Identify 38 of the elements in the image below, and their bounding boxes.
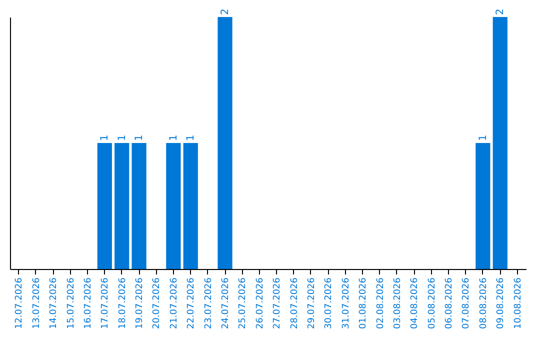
x-tick-label: 06.08.2026 <box>444 277 455 330</box>
data-label: 1 <box>168 134 180 141</box>
x-tick-label: 03.08.2026 <box>392 277 403 330</box>
x-tick-label: 17.07.2026 <box>100 277 111 330</box>
x-tick-label: 20.07.2026 <box>152 277 162 330</box>
data-label: 1 <box>186 134 197 141</box>
data-label: 2 <box>220 8 232 15</box>
x-tick-label: 12.07.2026 <box>14 277 25 330</box>
data-label: 2 <box>495 8 506 15</box>
data-label: 1 <box>116 134 128 141</box>
data-label: 1 <box>478 134 489 141</box>
x-tick-label: 26.07.2026 <box>255 277 266 330</box>
x-tick-label: 02.08.2026 <box>376 277 386 330</box>
x-tick-label: 25.07.2026 <box>238 277 248 330</box>
x-tick-label: 29.07.2026 <box>306 277 317 330</box>
x-tick-label: 10.08.2026 <box>513 277 524 330</box>
x-tick-label: 14.07.2026 <box>49 277 60 330</box>
data-label: 1 <box>100 134 111 141</box>
x-tick-label: 04.08.2026 <box>410 277 420 330</box>
x-tick-label: 21.07.2026 <box>169 277 180 330</box>
x-tick-label: 23.07.2026 <box>204 277 214 330</box>
x-tick-label: 18.07.2026 <box>118 277 128 330</box>
x-tick-label: 31.07.2026 <box>341 277 352 330</box>
x-tick-label: 22.07.2026 <box>186 277 197 330</box>
x-tick-label: 30.07.2026 <box>324 277 334 330</box>
x-tick-label: 09.08.2026 <box>496 277 506 330</box>
x-tick-label: 13.07.2026 <box>32 277 42 330</box>
x-tick-label: 07.08.2026 <box>462 277 472 330</box>
x-tick-label: 15.07.2026 <box>66 277 76 330</box>
data-label: 1 <box>134 134 146 141</box>
x-tick-label: 01.08.2026 <box>358 277 369 330</box>
x-tick-label: 24.07.2026 <box>221 277 232 330</box>
x-tick-label: 16.07.2026 <box>83 277 94 330</box>
x-tick-label: 08.08.2026 <box>478 277 489 330</box>
x-tick-label: 27.07.2026 <box>272 277 283 330</box>
x-tick-label: 05.08.2026 <box>427 277 438 330</box>
x-tick-label: 19.07.2026 <box>135 277 146 330</box>
x-tick-label: 28.07.2026 <box>290 277 300 330</box>
